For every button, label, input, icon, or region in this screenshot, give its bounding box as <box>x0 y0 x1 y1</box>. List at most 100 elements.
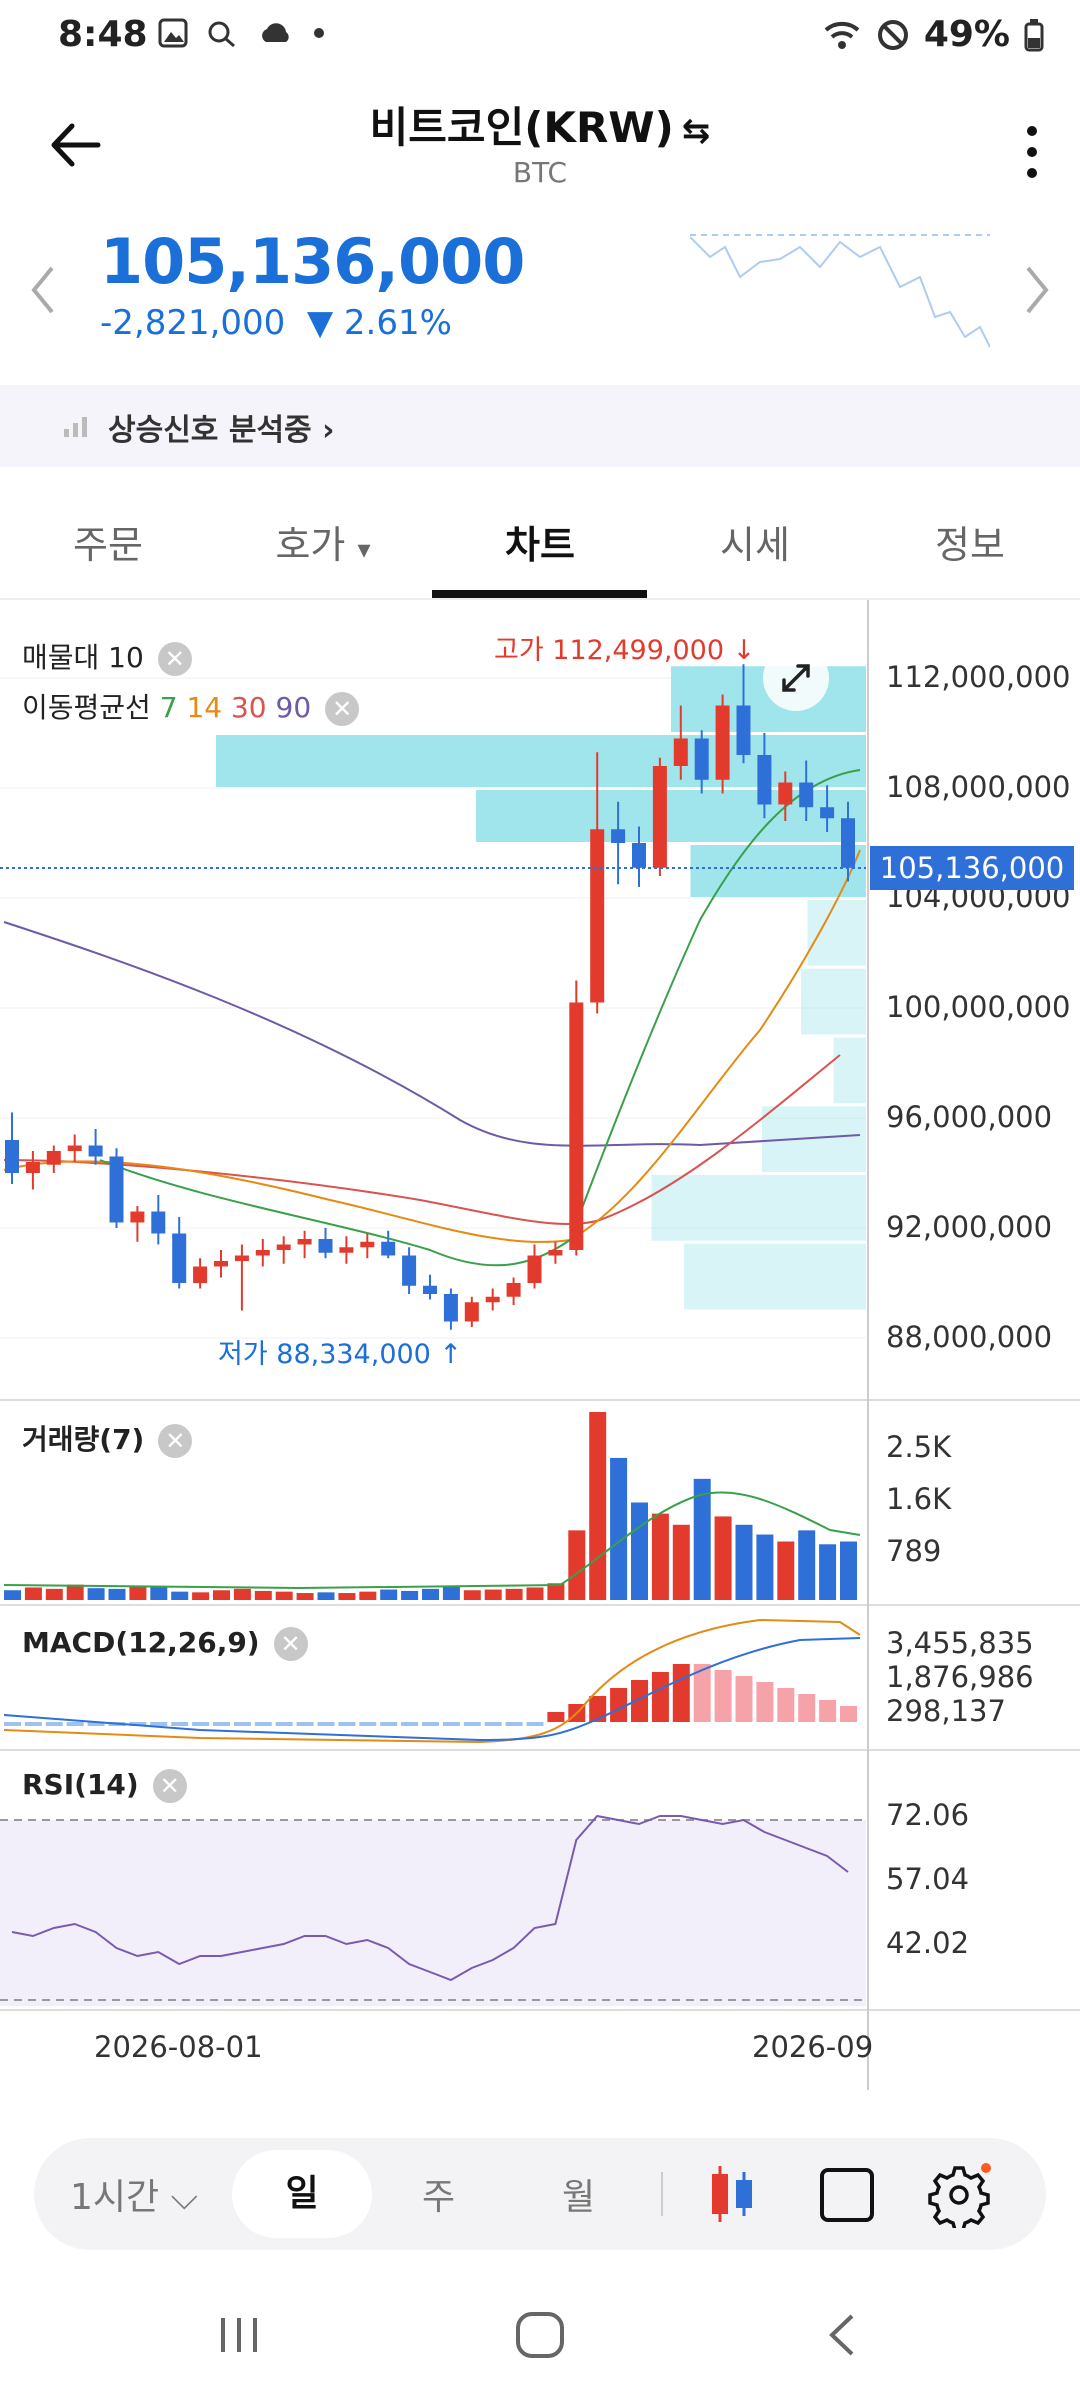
candle-body <box>46 1151 61 1165</box>
close-icon[interactable]: ✕ <box>158 1424 193 1458</box>
rsi-tick: 42.02 <box>886 1926 970 1960</box>
wifi-icon <box>824 21 860 49</box>
volume-bar <box>505 1588 523 1600</box>
volume-bar <box>672 1524 690 1600</box>
volume-bar <box>129 1586 147 1600</box>
tab-bar: 주문 호가 ▾ 차트 시세 정보 <box>0 478 1080 600</box>
volume-profile-bar <box>690 845 866 897</box>
macd-label: MACD(12,26,9) <box>22 1626 260 1659</box>
volume-bar <box>317 1592 335 1600</box>
macd-histogram-bar <box>66 1722 84 1726</box>
volume-bar <box>568 1530 586 1600</box>
period-month[interactable]: 월 <box>562 2177 596 2218</box>
close-icon[interactable]: ✕ <box>157 642 192 676</box>
volume-bar <box>693 1478 711 1600</box>
candle-body <box>297 1239 312 1245</box>
macd-histogram-bar <box>233 1722 251 1726</box>
high-label: 고가 112,499,000 ↓ <box>494 635 756 666</box>
macd-histogram-bar <box>338 1722 356 1726</box>
dnd-icon <box>877 19 908 50</box>
candle-body <box>736 705 751 755</box>
macd-histogram-bar <box>359 1722 377 1726</box>
close-icon[interactable]: ✕ <box>273 1627 308 1661</box>
period-day[interactable]: 일 <box>232 2150 372 2238</box>
ma-periods: 7 14 30 90 <box>160 691 311 724</box>
volume-profile-bar <box>807 900 866 966</box>
tab-chart[interactable]: 차트 <box>505 523 575 567</box>
recent-apps-icon[interactable] <box>215 2312 265 2358</box>
candle-body <box>255 1250 270 1256</box>
macd-histogram-bar <box>526 1722 544 1726</box>
volume-bar <box>651 1513 669 1600</box>
coin-name: 비트코인(KRW) <box>369 103 674 152</box>
candle-body <box>25 1162 40 1173</box>
volume-bar <box>798 1530 816 1600</box>
x-tick: 2026-09 <box>752 2030 874 2064</box>
cloud-icon <box>262 23 289 42</box>
macd-legend: MACD(12,26,9) ✕ <box>22 1626 308 1661</box>
price-summary: 105,136,000 -2,821,000 ▼ 2.61% <box>0 205 1080 385</box>
chart-canvas[interactable] <box>0 600 1080 2100</box>
drawing-tool-icon[interactable] <box>818 2166 876 2224</box>
close-icon[interactable]: ✕ <box>152 1769 187 1803</box>
next-coin-chevron-icon[interactable] <box>1020 260 1054 320</box>
tab-info[interactable]: 정보 <box>935 523 1005 567</box>
price-chart[interactable]: 매물대 10 ✕ 이동평균선 7 14 30 90 ✕ 고가 112,499,000… <box>0 600 1080 2100</box>
candle-body <box>402 1255 417 1286</box>
dropdown-caret-icon: ▾ <box>357 535 371 565</box>
candle-body <box>67 1145 82 1151</box>
volume-bar <box>87 1588 105 1600</box>
tab-market[interactable]: 시세 <box>720 523 790 567</box>
page-title[interactable]: 비트코인(KRW) ⇆ <box>0 94 1080 155</box>
candle-body <box>652 766 667 868</box>
volume-bar <box>589 1411 607 1600</box>
volume-bar <box>401 1590 419 1600</box>
back-nav-icon[interactable] <box>822 2310 862 2360</box>
volume-bar <box>108 1588 126 1600</box>
candle-body <box>757 755 772 805</box>
settings-gear-icon[interactable] <box>924 2162 994 2228</box>
price-tick: 88,000,000 <box>886 1320 1053 1354</box>
rsi-line <box>11 1814 849 1982</box>
signal-banner[interactable]: 상승신호 분석중 › <box>0 385 1080 467</box>
volume-profile-bar <box>801 968 866 1035</box>
current-price: 105,136,000 <box>100 225 525 298</box>
back-arrow-icon[interactable] <box>42 110 112 180</box>
period-week[interactable]: 주 <box>422 2177 456 2218</box>
macd-histogram-bar <box>129 1722 147 1726</box>
expand-chart-icon[interactable] <box>762 644 830 712</box>
battery-icon <box>1024 18 1044 51</box>
volume-bar <box>296 1593 314 1600</box>
volume-bar <box>380 1589 398 1600</box>
swap-icon[interactable]: ⇆ <box>681 111 711 151</box>
more-menu-icon[interactable] <box>1012 117 1052 187</box>
candle-body <box>360 1241 375 1248</box>
volume-bar <box>714 1516 732 1600</box>
home-icon[interactable] <box>514 2310 566 2360</box>
tab-orderbook[interactable]: 호가 ▾ <box>223 514 423 569</box>
macd-histogram-bar <box>422 1722 439 1726</box>
macd-histogram-bar <box>45 1722 63 1726</box>
rsi-band <box>0 1820 866 2006</box>
volume-profile-bar <box>684 1243 866 1310</box>
volume-bar <box>756 1534 774 1600</box>
close-icon[interactable]: ✕ <box>325 692 360 726</box>
macd-histogram-bar <box>192 1722 210 1726</box>
candle-type-icon[interactable] <box>704 2164 760 2224</box>
tab-order[interactable]: 주문 <box>73 523 143 567</box>
candle-body <box>799 782 814 808</box>
volume-profile-bar <box>833 1037 866 1104</box>
candle-body <box>5 1140 19 1173</box>
volume-bar <box>819 1544 837 1600</box>
macd-histogram-bar <box>463 1722 481 1726</box>
interval-select[interactable]: 1시간 ⌵ <box>70 2177 198 2218</box>
candle-body <box>506 1283 521 1297</box>
candle-body <box>820 807 835 819</box>
volume-bar <box>442 1586 460 1600</box>
macd-histogram-bar <box>296 1722 314 1726</box>
prev-coin-chevron-icon[interactable] <box>26 260 60 320</box>
volume-bar <box>192 1592 210 1600</box>
candle-body <box>715 705 730 780</box>
active-tab-indicator <box>432 590 647 598</box>
macd-histogram-bar <box>610 1688 628 1722</box>
